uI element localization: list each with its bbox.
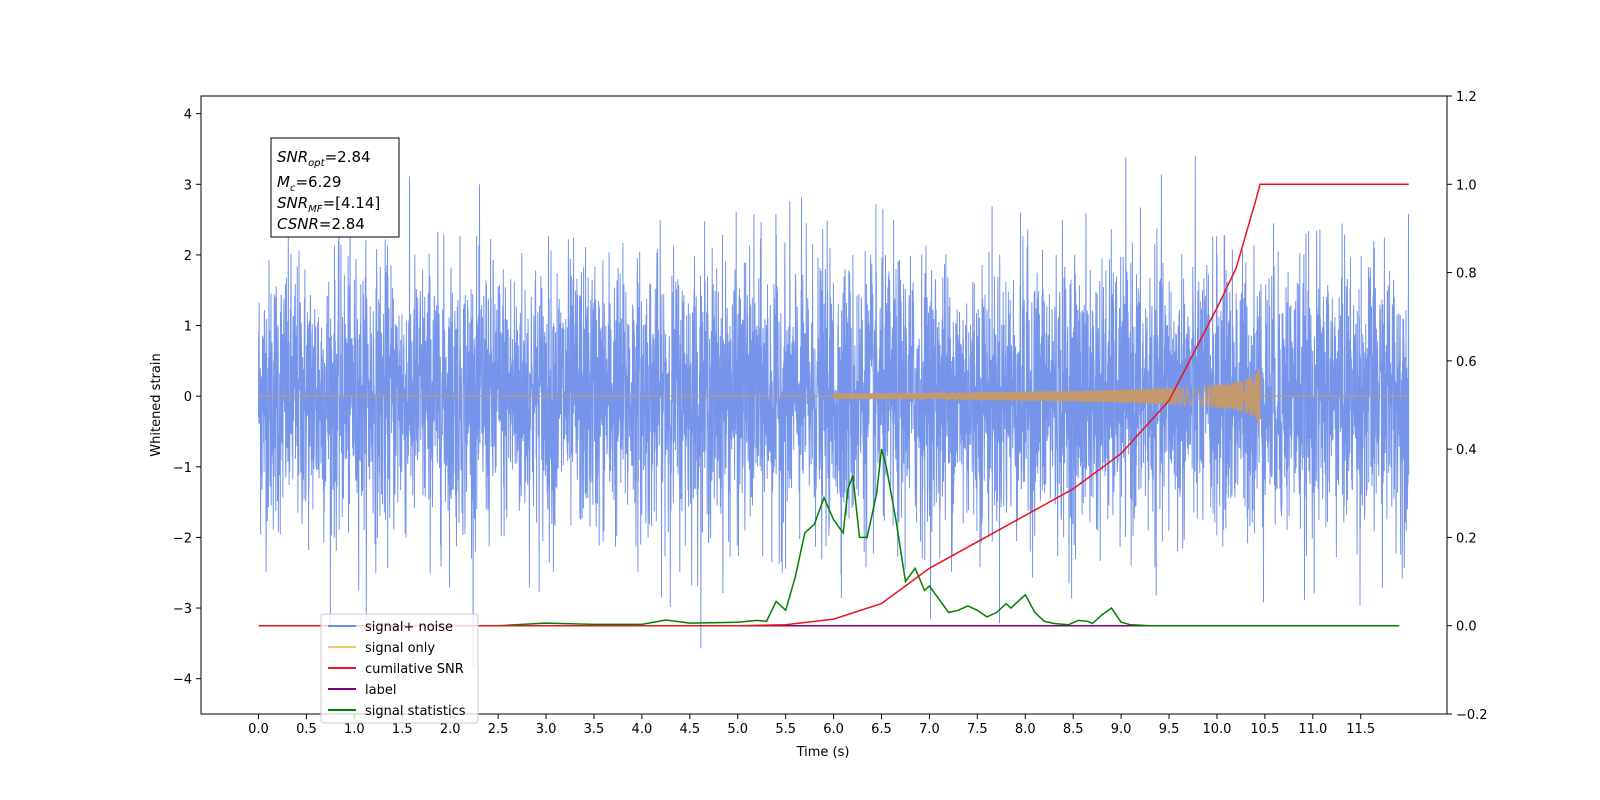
x-tick-label: 6.0 [823,722,844,737]
y2-tick-label: 1.2 [1456,90,1477,105]
y-axis-label: Whitened strain [149,353,164,456]
annotation-mc: Mc=6.29 [277,173,341,194]
y-tick-label: 1 [184,320,192,335]
y-axis-left: 4 3 2 1 0 −1 −2 −3 −4 [173,108,201,688]
x-tick-label: 4.0 [632,722,653,737]
x-tick-label: 10.0 [1202,722,1231,737]
x-tick-label: 6.5 [871,722,892,737]
y-tick-label: 4 [184,108,192,123]
x-tick-label: 9.5 [1159,722,1180,737]
annotation-snr-opt: SNRopt=2.84 [277,148,371,169]
y2-tick-label: −0.2 [1456,708,1488,723]
y-axis-right: 1.2 1.0 0.8 0.6 0.4 0.2 0.0 −0.2 [1447,90,1488,723]
x-tick-label: 11.0 [1298,722,1327,737]
series-signal-noise-line [258,155,1410,667]
y-tick-label: 3 [184,178,192,193]
x-tick-label: 7.0 [919,722,940,737]
annotation-csnr: CSNR=2.84 [277,215,365,233]
y-tick-label: 2 [184,249,192,264]
y2-tick-label: 0.6 [1456,355,1477,370]
y2-tick-label: 0.0 [1456,620,1477,635]
x-tick-label: 2.0 [440,722,461,737]
series-signal-statistics-line [258,448,1400,627]
x-tick-label: 10.5 [1250,722,1279,737]
x-tick-label: 4.5 [679,722,700,737]
annotation-box: SNRopt=2.84 Mc=6.29 SNRMF=[4.14] CSNR=2.… [270,137,400,238]
x-tick-label: 5.0 [727,722,748,737]
y2-tick-label: 1.0 [1456,178,1477,193]
y-tick-label: −1 [173,461,192,476]
x-tick-label: 7.5 [967,722,988,737]
y2-tick-label: 0.4 [1456,443,1477,458]
x-tick-label: 5.5 [775,722,796,737]
legend-label-signal-statistics: signal statistics [365,704,466,719]
x-axis-label: Time (s) [796,745,850,760]
x-tick-label: 1.5 [392,722,413,737]
x-tick-label: 0.5 [296,722,317,737]
legend-label-cumulative-snr: cumilative SNR [365,662,464,677]
y-tick-label: 0 [184,390,192,405]
y-tick-label: −4 [173,673,192,688]
y-tick-label: −3 [173,602,192,617]
x-axis: 0.0 0.5 1.0 1.5 2.0 2.5 3.0 3.5 4.0 4.5 5.0 5.5 6.0 6… [248,714,1375,737]
y2-tick-label: 0.8 [1456,267,1477,282]
y2-tick-label: 0.2 [1456,531,1477,546]
legend: signal+ noise signal only cumilative SNR… [320,613,479,724]
x-tick-label: 2.5 [488,722,509,737]
x-tick-label: 9.0 [1111,722,1132,737]
series-cumulative-snr-line [258,183,1409,627]
legend-frame [320,613,479,724]
x-tick-label: 1.0 [344,722,365,737]
x-tick-label: 8.5 [1063,722,1084,737]
axes-frame [200,95,1448,715]
legend-label-signal-only: signal only [365,641,435,656]
annotation-snr-mf: SNRMF=[4.14] [277,194,380,215]
x-tick-label: 8.0 [1015,722,1036,737]
x-tick-label: 11.5 [1346,722,1375,737]
x-tick-label: 0.0 [248,722,269,737]
legend-label-label: label [365,683,396,698]
plot-area [258,155,1410,667]
y-tick-label: −2 [173,531,192,546]
series-signal-only-line [258,368,1409,425]
legend-label-signal-noise: signal+ noise [365,620,453,635]
x-tick-label: 3.0 [536,722,557,737]
annotation-frame [270,137,400,238]
x-tick-label: 3.5 [584,722,605,737]
